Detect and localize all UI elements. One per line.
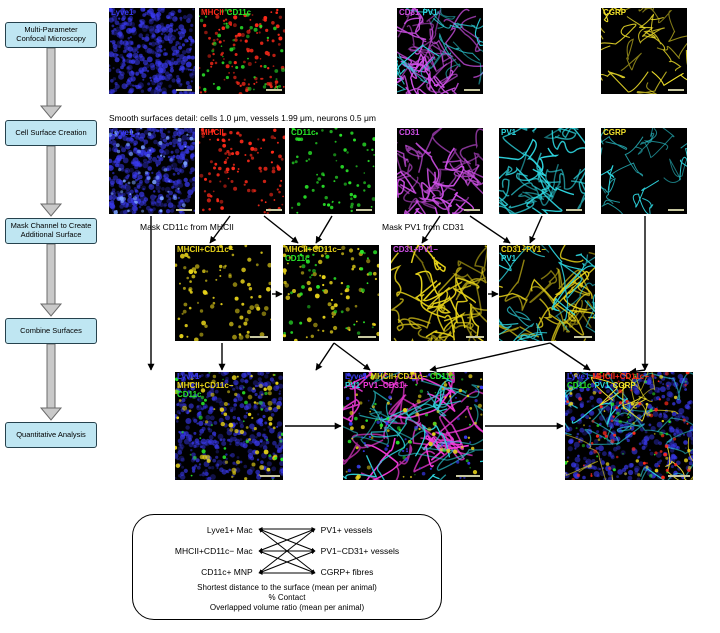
- panel-label: PV1: [501, 129, 519, 138]
- workflow-column: Multi-Parameter Confocal Microscopy Cell…: [2, 22, 100, 448]
- scale-bar: [356, 209, 372, 211]
- scale-bar: [668, 475, 690, 477]
- panel-label: Lyve1MHCII+CD11c−CD11cPV1PV1−CD31+: [345, 373, 457, 391]
- scale-bar: [466, 336, 484, 338]
- microscopy-panel: MHCII+CD11c−CD11c: [283, 245, 379, 341]
- qa-left-item: MHCII+CD11c− Mac: [147, 546, 257, 556]
- workflow-arrow: [38, 244, 64, 318]
- scale-bar: [176, 89, 192, 91]
- qa-mapping-grid: Lyve1+ Mac MHCII+CD11c− Mac CD11c+ MNP PV1+…: [147, 523, 427, 579]
- microscopy-panel: CD31+PV1−: [391, 245, 487, 341]
- scale-bar: [260, 475, 280, 477]
- microscopy-panel: Lyve1MHCII+CD11c−CD11c: [175, 372, 283, 480]
- panel-label: Lyve1: [111, 129, 136, 138]
- flow-arrow: [264, 216, 298, 243]
- microscopy-panel: MHCIICD11c: [199, 8, 285, 94]
- flow-arrow: [334, 343, 370, 370]
- microscopy-panel: MHCII+CD11c−: [175, 245, 271, 341]
- scale-bar: [266, 209, 282, 211]
- workflow-stage: Combine Surfaces: [5, 318, 97, 344]
- mask-caption-left: Mask CD11c from MHCII: [140, 222, 234, 232]
- microscopy-panel: PV1: [499, 128, 585, 214]
- qa-right-item: PV1−CD31+ vessels: [317, 546, 427, 556]
- microscopy-panel: Lyve1MHCII+CD11c−CD11cPV1CGRP: [565, 372, 693, 480]
- microscopy-panel: CD31PV1: [397, 8, 483, 94]
- workflow-arrow: [38, 48, 64, 120]
- panel-label: CD31: [399, 129, 422, 138]
- qa-left-item: Lyve1+ Mac: [147, 525, 257, 535]
- panel-label: MHCII: [201, 129, 227, 138]
- scale-bar: [566, 209, 582, 211]
- flow-arrow: [430, 343, 550, 370]
- microscopy-panel: CD31: [397, 128, 483, 214]
- flow-arrow: [316, 216, 332, 243]
- panel-label: Lyve1MHCII+CD11c−CD11cPV1CGRP: [567, 373, 652, 391]
- workflow-stage: Multi-Parameter Confocal Microscopy: [5, 22, 97, 48]
- scale-bar: [266, 89, 282, 91]
- microscopy-panel: MHCII: [199, 128, 285, 214]
- microscopy-panel: Lyve1: [109, 128, 195, 214]
- qa-mapping-arrows: [257, 523, 317, 579]
- flow-arrow: [530, 216, 542, 243]
- panel-label: CD11c: [291, 129, 318, 138]
- panel-label: CD31+PV1−PV1: [501, 246, 549, 264]
- flow-arrow: [316, 343, 334, 370]
- panel-label: CD31+PV1−: [393, 246, 441, 255]
- qa-left-item: CD11c+ MNP: [147, 567, 257, 577]
- scale-bar: [464, 89, 480, 91]
- qa-right-item: CGRP+ fibres: [317, 567, 427, 577]
- flow-arrow: [550, 343, 590, 370]
- workflow-arrow: [38, 146, 64, 218]
- scale-bar: [456, 475, 480, 477]
- panel-label: MHCII+CD11c−: [177, 246, 236, 255]
- smooth-detail-caption: Smooth surfaces detail: cells 1.0 μm, ve…: [109, 113, 376, 123]
- workflow-stage: Cell Surface Creation: [5, 120, 97, 146]
- scale-bar: [358, 336, 376, 338]
- microscopy-panel: CD31+PV1−PV1: [499, 245, 595, 341]
- qa-right-item: PV1+ vessels: [317, 525, 427, 535]
- microscopy-panel: Lyve1MHCII+CD11c−CD11cPV1PV1−CD31+: [343, 372, 483, 480]
- panel-label: MHCIICD11c: [201, 9, 254, 18]
- qa-footer: Shortest distance to the surface (mean p…: [147, 583, 427, 613]
- workflow-arrow: [38, 344, 64, 422]
- panel-label: Lyve1: [111, 9, 136, 18]
- panel-label: Lyve1MHCII+CD11c−CD11c: [177, 373, 236, 399]
- scale-bar: [574, 336, 592, 338]
- microscopy-panel: CD11c: [289, 128, 375, 214]
- quantitative-analysis-box: Lyve1+ Mac MHCII+CD11c− Mac CD11c+ MNP PV1+…: [132, 514, 442, 620]
- microscopy-panel: CGRP: [601, 128, 687, 214]
- workflow-stage: Quantitative Analysis: [5, 422, 97, 448]
- microscopy-panel: Lyve1: [109, 8, 195, 94]
- panel-label: CGRP: [603, 9, 629, 18]
- scale-bar: [176, 209, 192, 211]
- flow-arrow: [470, 216, 510, 243]
- panel-label: CD31PV1: [399, 9, 441, 18]
- mask-caption-right: Mask PV1 from CD31: [382, 222, 464, 232]
- panel-label: MHCII+CD11c−CD11c: [285, 246, 344, 264]
- scale-bar: [668, 89, 684, 91]
- panel-label: CGRP: [603, 129, 629, 138]
- scale-bar: [668, 209, 684, 211]
- workflow-stage: Mask Channel to Create Additional Surfac…: [5, 218, 97, 244]
- microscopy-panel: CGRP: [601, 8, 687, 94]
- scale-bar: [464, 209, 480, 211]
- scale-bar: [250, 336, 268, 338]
